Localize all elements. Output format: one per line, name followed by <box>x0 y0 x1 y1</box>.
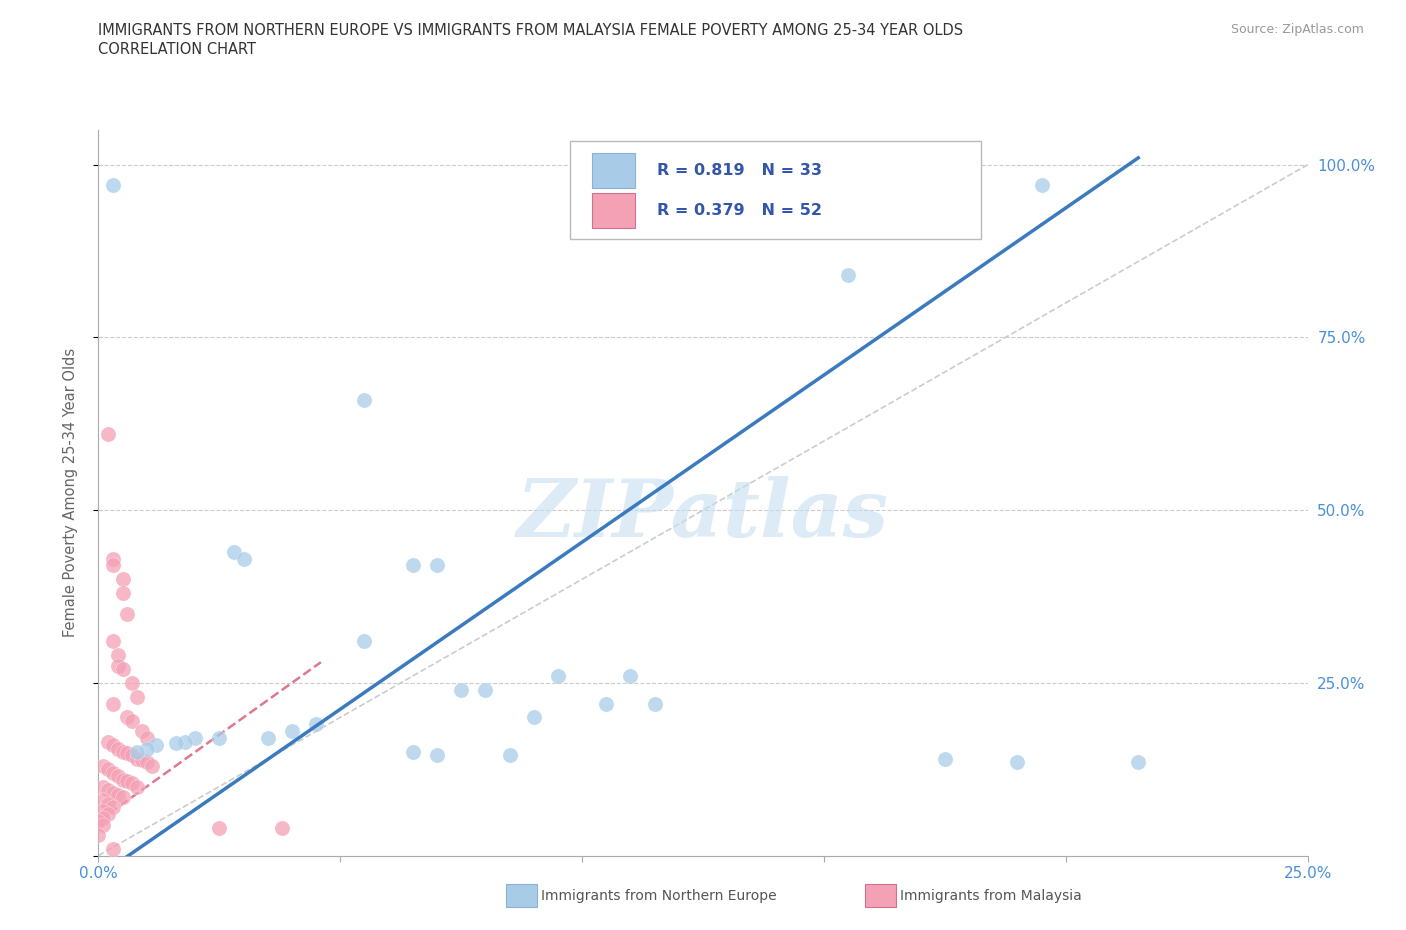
Point <box>232 551 254 566</box>
Point <box>644 697 666 711</box>
Point <box>135 731 157 746</box>
Point <box>107 741 129 756</box>
Y-axis label: Female Poverty Among 25-34 Year Olds: Female Poverty Among 25-34 Year Olds <box>63 349 77 637</box>
Point <box>111 790 134 804</box>
Point <box>184 731 207 746</box>
Point <box>97 796 120 811</box>
Point <box>97 734 120 749</box>
Point <box>174 734 197 749</box>
Point <box>87 814 110 829</box>
Text: IMMIGRANTS FROM NORTHERN EUROPE VS IMMIGRANTS FROM MALAYSIA FEMALE POVERTY AMONG: IMMIGRANTS FROM NORTHERN EUROPE VS IMMIG… <box>98 23 963 38</box>
Point <box>208 820 231 835</box>
Point <box>101 178 124 193</box>
Point <box>498 748 520 763</box>
Point <box>111 772 134 787</box>
Point <box>353 634 375 649</box>
Point <box>111 586 134 601</box>
Point <box>101 697 124 711</box>
Point <box>165 736 187 751</box>
Point <box>111 745 134 760</box>
Point <box>127 689 149 704</box>
Point <box>101 765 124 780</box>
Point <box>91 810 114 825</box>
Point <box>127 751 149 766</box>
Text: ZIPatlas: ZIPatlas <box>517 476 889 553</box>
Point <box>121 748 143 763</box>
Point <box>101 737 124 752</box>
Point <box>97 806 120 821</box>
Point <box>547 669 569 684</box>
Point <box>117 606 139 621</box>
Point <box>91 758 114 773</box>
Point <box>91 779 114 794</box>
Point <box>271 820 294 835</box>
Point <box>107 788 129 803</box>
Point <box>97 427 120 442</box>
Point <box>402 558 425 573</box>
Point <box>256 731 278 746</box>
Point <box>474 683 496 698</box>
Point <box>1007 755 1029 770</box>
Point <box>117 710 139 724</box>
Point <box>121 675 143 690</box>
Point <box>127 745 149 760</box>
Point <box>101 634 124 649</box>
Point <box>91 804 114 818</box>
Point <box>117 774 139 789</box>
Point <box>127 779 149 794</box>
Point <box>837 268 859 283</box>
Text: CORRELATION CHART: CORRELATION CHART <box>98 42 256 57</box>
Point <box>107 769 129 784</box>
Bar <box>592 153 636 188</box>
Point <box>222 544 245 559</box>
Point <box>1128 755 1150 770</box>
Point <box>450 683 472 698</box>
Point <box>97 762 120 777</box>
Point <box>87 828 110 843</box>
Point <box>107 658 129 673</box>
Point <box>145 737 167 752</box>
Point <box>101 842 124 857</box>
Text: R = 0.379   N = 52: R = 0.379 N = 52 <box>657 204 823 219</box>
Point <box>523 710 546 724</box>
Point <box>135 755 157 770</box>
Point <box>402 745 425 760</box>
Point <box>101 558 124 573</box>
Point <box>208 731 231 746</box>
Point <box>1031 178 1053 193</box>
Point <box>595 697 617 711</box>
Point <box>141 758 163 773</box>
Text: Immigrants from Northern Europe: Immigrants from Northern Europe <box>541 888 778 903</box>
Point <box>426 558 449 573</box>
Point <box>111 572 134 587</box>
Point <box>131 752 153 767</box>
Text: R = 0.819   N = 33: R = 0.819 N = 33 <box>657 164 823 179</box>
FancyBboxPatch shape <box>569 141 981 239</box>
Bar <box>592 193 636 228</box>
Point <box>426 748 449 763</box>
Point <box>281 724 304 738</box>
Point <box>97 782 120 797</box>
Text: Source: ZipAtlas.com: Source: ZipAtlas.com <box>1230 23 1364 36</box>
Text: Immigrants from Malaysia: Immigrants from Malaysia <box>900 888 1081 903</box>
Point <box>117 746 139 761</box>
Point <box>101 551 124 566</box>
Point <box>305 717 328 732</box>
Point <box>91 817 114 832</box>
Point <box>111 661 134 676</box>
Point <box>121 776 143 790</box>
Point <box>101 800 124 815</box>
Point <box>121 713 143 728</box>
Point <box>353 392 375 407</box>
Point <box>131 724 153 738</box>
Point <box>619 669 641 684</box>
Point <box>934 751 956 766</box>
Point <box>101 786 124 801</box>
Point <box>91 793 114 808</box>
Point <box>135 741 157 756</box>
Point <box>716 178 738 193</box>
Point <box>107 648 129 663</box>
